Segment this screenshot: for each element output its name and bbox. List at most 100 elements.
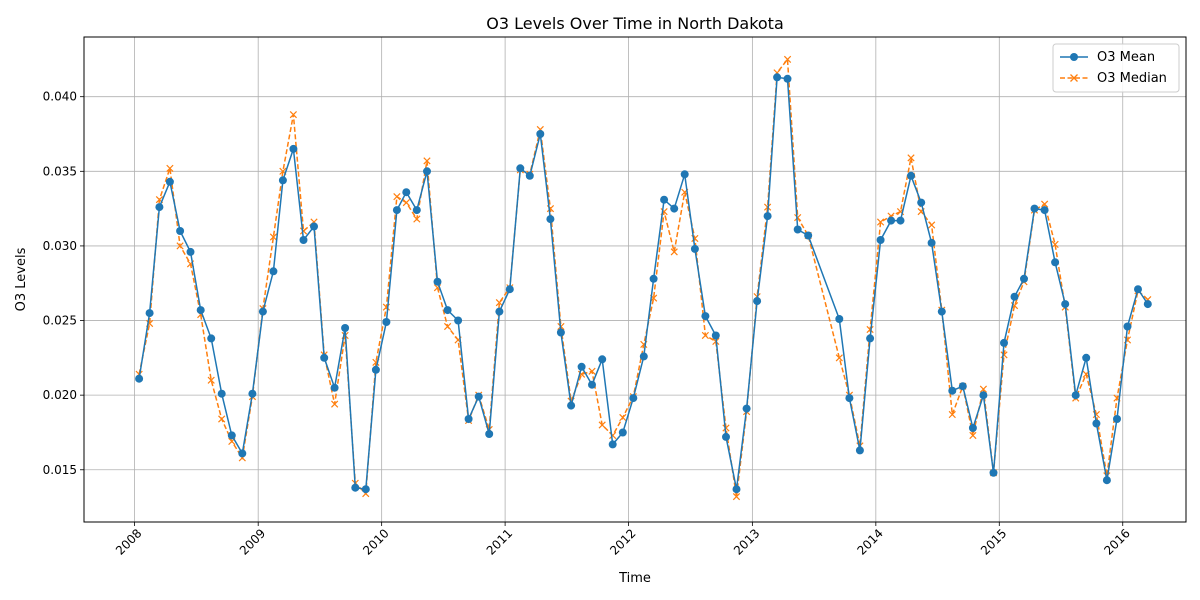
o3-mean-point [670,204,679,213]
o3-mean-point [1102,476,1111,485]
o3-mean-point [145,309,154,318]
o3-median-point [835,354,843,362]
o3-mean-point [1061,300,1070,309]
o3-mean-point [567,401,576,410]
o3-mean-point [227,431,236,440]
y-tick-label: 0.035 [43,164,77,178]
o3-mean-point [412,206,421,215]
o3-mean-point [835,315,844,323]
o3-mean-point [629,394,638,403]
o3-mean-point [536,130,545,138]
o3-median-point [495,299,503,307]
o3-median-point [269,233,278,241]
o3-median-point [1000,351,1008,359]
o3-mean-point [1040,206,1049,215]
o3-median-point [588,367,596,375]
o3-median-point [783,55,792,64]
legend-box [1052,43,1180,93]
o3-median-point [1051,240,1059,249]
o3-median-point [619,413,627,422]
o3-median-point [670,248,678,256]
x-axis-label: Time [618,571,651,586]
o3-mean-point [866,334,875,343]
o3-median-point [794,213,802,222]
o3-mean-point [1143,300,1152,309]
o3-mean-point [804,231,813,240]
o3-median-point [166,164,174,172]
o3-mean-point [763,212,772,221]
o3-mean-point [680,170,689,179]
o3-median-point [393,193,401,201]
o3-mean-point [423,167,431,176]
o3-mean-point [392,206,401,215]
o3-mean-point [556,328,565,337]
o3-median-point [331,400,339,408]
o3-mean-point [639,352,648,361]
o3-median-point [732,493,741,501]
o3-mean-point [855,446,864,455]
o3-median-point [866,325,874,334]
o3-mean-point [927,238,936,247]
o3-mean-point [1113,415,1121,423]
o3-mean-point [968,424,977,432]
series-layer [135,55,1152,501]
o3-median-point [1040,200,1049,208]
o3-mean-point [690,244,699,253]
legend-mean-label: O3 Mean [1097,50,1155,65]
o3-median-point [207,376,215,384]
o3-mean-point [701,312,710,321]
o3-mean-point [330,383,339,392]
o3-mean-point [505,285,514,294]
o3-mean-point [937,307,946,316]
o3-mean-point [722,432,730,441]
o3-mean-point [186,247,195,256]
o3-mean-point [474,392,483,401]
o3-mean-point [618,428,627,437]
o3-median-point [402,199,410,207]
y-tick-label: 0.015 [43,463,77,477]
o3-mean-point [516,164,525,173]
grid-lines [84,37,1186,522]
o3-mean-point [278,176,287,185]
o3-mean-point [525,171,534,180]
o3-mean-point [454,316,463,325]
o3-mean-point [382,318,391,326]
o3-mean-point [887,216,896,225]
o3-mean-point [248,389,257,398]
o3-mean-point [299,236,308,244]
o3-mean-point [577,362,586,371]
o3-mean-point [896,216,905,225]
o3-mean-point [371,365,380,374]
o3-median-point [701,331,709,340]
legend-mean-marker [1070,53,1078,61]
o3-mean-point [196,306,205,315]
o3-mean-point [711,331,720,340]
o3-mean-point [660,195,669,204]
o3-mean-point [269,267,278,276]
o3-mean-point [1071,391,1080,400]
y-tick-label: 0.025 [43,314,77,328]
o3-mean-point [341,324,350,332]
chart-title: O3 Levels Over Time in North Dakota [486,14,784,33]
legend-median-label: O3 Median [1097,71,1167,86]
o3-mean-point [351,483,360,492]
o3-mean-point [217,389,226,398]
o3-median-point [299,227,308,235]
o3-mean-point [176,227,185,235]
o3-median-point [722,424,730,432]
o3-mean-point [876,236,885,244]
o3-median-point [979,385,988,393]
o3-mean-point [165,177,174,186]
o3-mean-point [598,355,607,364]
o3-mean-point [753,297,762,306]
legend: O3 Mean O3 Median [1052,43,1180,93]
o3-median-point [413,215,421,223]
o3-mean-point [464,415,473,423]
y-tick-label: 0.030 [43,239,77,253]
o3-mean-point [320,353,329,362]
o3-mean-point [495,307,504,316]
o3-median-point [969,431,977,440]
o3-mean-point [1082,353,1091,362]
